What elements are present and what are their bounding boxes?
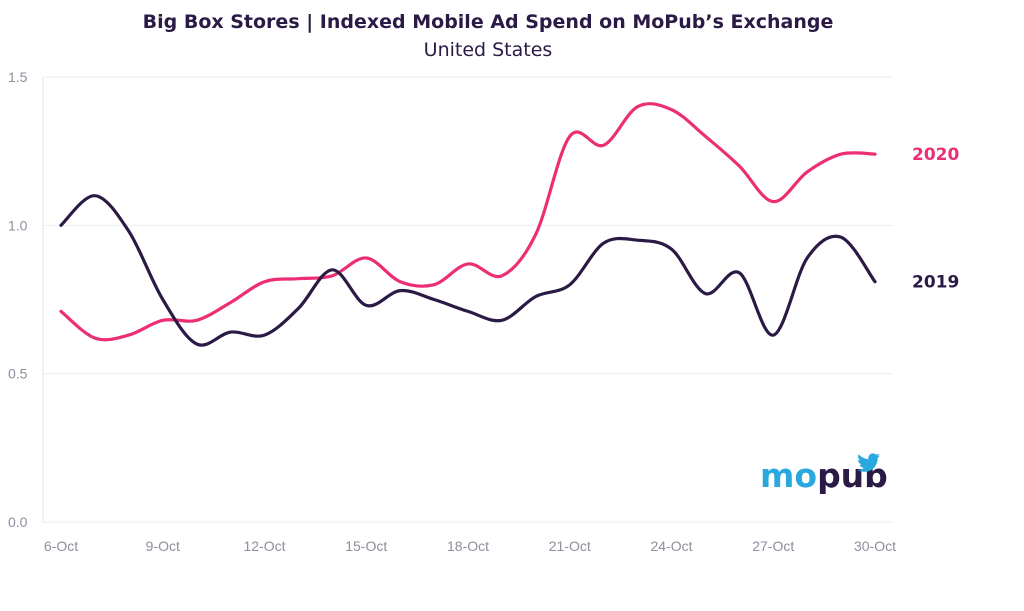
series-line-2019 (59, 194, 877, 347)
logo-text-mo: mo (760, 456, 817, 495)
x-tick-label: 9-Oct (146, 538, 180, 554)
chart-title: Big Box Stores | Indexed Mobile Ad Spend… (143, 11, 834, 33)
series-labels: 2020 2019 (912, 145, 959, 293)
x-tick-label: 27-Oct (752, 538, 794, 554)
series-label-2019: 2019 (912, 273, 959, 293)
y-tick-label: 0.0 (8, 514, 28, 530)
mopub-logo: mopub (760, 453, 888, 495)
y-tick-label: 1.0 (8, 217, 28, 233)
x-axis-ticks: 6-Oct 9-Oct 12-Oct 15-Oct 18-Oct 21-Oct 24-Oct… (44, 538, 896, 554)
series-lines (59, 102, 877, 347)
x-tick-label: 30-Oct (854, 538, 896, 554)
y-tick-label: 0.5 (8, 366, 28, 382)
x-tick-label: 21-Oct (549, 538, 591, 554)
x-tick-label: 12-Oct (243, 538, 285, 554)
x-tick-label: 6-Oct (44, 538, 78, 554)
y-tick-label: 1.5 (8, 69, 28, 85)
gridlines (42, 76, 893, 523)
series-label-2020: 2020 (912, 145, 959, 165)
x-tick-label: 18-Oct (447, 538, 489, 554)
series-line-2020 (59, 102, 877, 342)
bird-icon (857, 453, 881, 472)
chart-subtitle: United States (424, 39, 553, 61)
x-tick-label: 24-Oct (650, 538, 692, 554)
x-tick-label: 15-Oct (345, 538, 387, 554)
y-axis-ticks: 0.0 0.5 1.0 1.5 (8, 69, 28, 530)
